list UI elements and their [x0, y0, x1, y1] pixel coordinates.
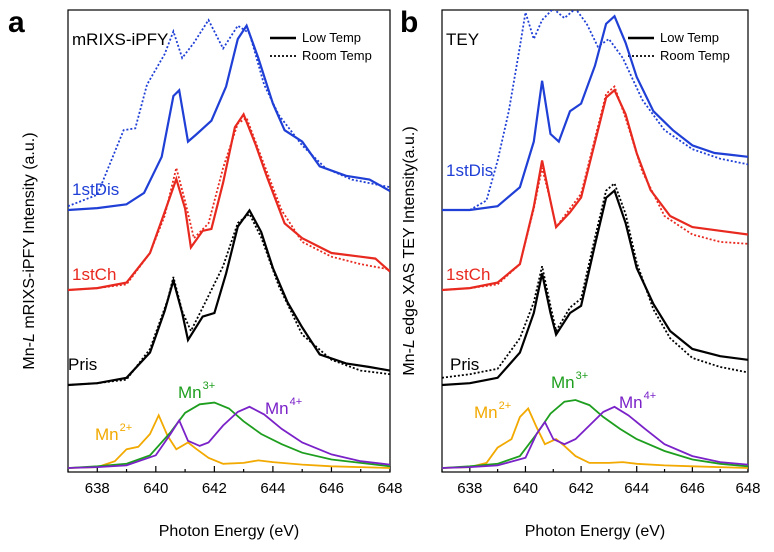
reference-label-element: Mn [265, 399, 289, 418]
x-tick-label: 640 [143, 480, 168, 497]
reference-line-mn3plus [442, 399, 748, 469]
x-tick-label: 642 [202, 480, 227, 497]
reference-label-charge: 2+ [499, 400, 512, 412]
series-line-pris-low-temp [442, 188, 748, 387]
y-axis-label: Mn-L mRIXS-iPFY Intensity (a.u.) [21, 132, 38, 369]
series-line-pris-low-temp [68, 208, 390, 387]
reference-line-mn2plus [68, 413, 390, 469]
series-label: Pris [450, 355, 479, 374]
reference-label: Mn2+ [474, 400, 511, 422]
panel-a: a mRIXS-iPFY Low Temp Room Temp 638 640 642 644… [8, 6, 403, 540]
series-line-1stch-room-temp [68, 116, 390, 291]
y-axis-label-prefix: Mn- [21, 342, 38, 370]
series-label: 1stCh [72, 265, 116, 284]
panel-title: TEY [446, 30, 479, 49]
reference-label: Mn4+ [619, 390, 656, 412]
y-axis-label-suffix: edge XAS TEY Intensity(a.u.) [401, 126, 418, 339]
legend-label: Room Temp [660, 48, 730, 63]
reference-label-charge: 3+ [576, 370, 589, 382]
x-tick-label: 648 [735, 480, 760, 497]
series-line-1stdis-room-temp [68, 18, 390, 208]
y-axis-label-prefix: Mn- [401, 348, 418, 376]
series-line-pris-room-temp [442, 181, 748, 379]
series-line-1stch-low-temp [68, 111, 390, 292]
legend-label: Low Temp [302, 30, 361, 45]
reference-line-mn3plus [68, 401, 390, 469]
x-tick-label: 646 [680, 480, 705, 497]
x-tick-label: 648 [377, 480, 402, 497]
reference-label-element: Mn [95, 425, 119, 444]
series-line-1stdis-low-temp [68, 23, 390, 212]
panel-letter: a [8, 6, 25, 39]
reference-label-charge: 4+ [290, 396, 303, 408]
y-axis-label: Mn-L edge XAS TEY Intensity(a.u.) [401, 126, 418, 375]
reference-line-mn4plus [442, 405, 748, 469]
legend-label: Room Temp [302, 48, 372, 63]
x-axis-label: Photon Energy (eV) [525, 523, 666, 540]
reference-line-mn2plus [442, 406, 748, 469]
panel-letter: b [400, 6, 418, 39]
x-tick-label: 646 [319, 480, 344, 497]
reference-label: Mn3+ [551, 370, 588, 392]
reference-line-mn4plus [68, 405, 390, 469]
reference-label-element: Mn [619, 393, 643, 412]
series-label: Pris [68, 355, 97, 374]
reference-label-element: Mn [551, 373, 575, 392]
reference-label-element: Mn [178, 383, 202, 402]
plot-frame [441, 9, 749, 473]
x-tick-label: 640 [513, 480, 538, 497]
series-line-1stdis-low-temp [442, 14, 748, 212]
series-line-1stdis-room-temp [442, 10, 748, 211]
legend-label: Low Temp [660, 30, 719, 45]
x-tick-label: 638 [85, 480, 110, 497]
plot-frame [67, 9, 391, 473]
x-axis-label: Photon Energy (eV) [159, 523, 300, 540]
y-axis-label-italic: L [401, 339, 418, 348]
x-tick-label: 638 [457, 480, 482, 497]
reference-label-charge: 2+ [120, 422, 133, 434]
y-axis-label-italic: L [21, 333, 38, 342]
reference-label: Mn2+ [95, 422, 132, 444]
series-label: 1stDis [72, 180, 119, 199]
reference-label-charge: 3+ [203, 380, 216, 392]
series-label: 1stCh [446, 265, 490, 284]
y-axis-label-suffix: mRIXS-iPFY Intensity (a.u.) [21, 132, 38, 333]
series-line-1stch-low-temp [442, 88, 748, 292]
reference-label-charge: 4+ [644, 390, 657, 402]
x-tick-label: 642 [569, 480, 594, 497]
reference-label: Mn3+ [178, 380, 215, 402]
x-tick-label: 644 [260, 480, 285, 497]
reference-label-element: Mn [474, 403, 498, 422]
reference-label: Mn4+ [265, 396, 302, 418]
panel-b: b TEY Low Temp Room Temp 638 640 642 644 646 648 P… [400, 6, 761, 540]
series-label: 1stDis [446, 161, 493, 180]
series-line-1stch-room-temp [442, 84, 748, 291]
series-line-pris-room-temp [68, 212, 390, 386]
panel-title: mRIXS-iPFY [72, 30, 168, 49]
x-tick-label: 644 [624, 480, 649, 497]
